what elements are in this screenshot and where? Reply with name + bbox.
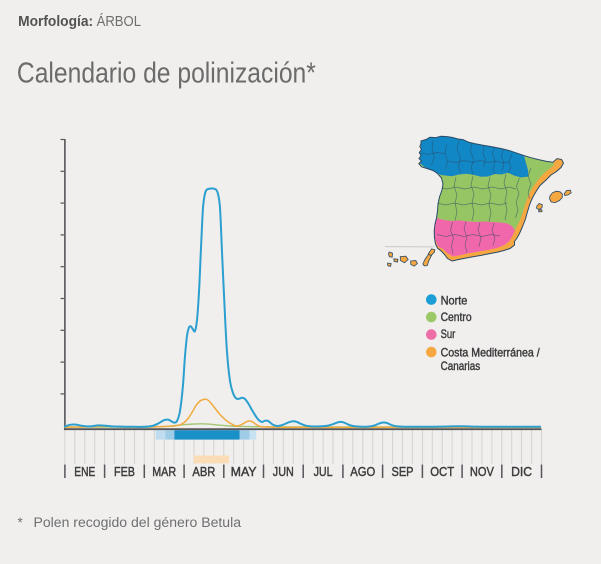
svg-text:Canarias: Canarias (441, 360, 481, 373)
svg-text:SEP: SEP (392, 464, 414, 479)
svg-text:MAY: MAY (231, 464, 257, 479)
svg-text:OCT: OCT (430, 464, 454, 479)
svg-text:AGO: AGO (350, 464, 375, 479)
svg-text:NOV: NOV (470, 464, 494, 479)
svg-text:FEB: FEB (114, 464, 135, 479)
svg-text:ENE: ENE (74, 464, 95, 479)
svg-text:*: * (18, 515, 23, 530)
svg-text:JUL: JUL (314, 464, 333, 479)
svg-text:MAR: MAR (152, 464, 176, 479)
svg-text:JUN: JUN (273, 464, 294, 479)
svg-text:Centro: Centro (441, 311, 472, 324)
svg-text:ABR: ABR (192, 464, 215, 479)
svg-text:Polen recogido del género Betu: Polen recogido del género Betula (34, 515, 242, 530)
svg-text:ÁRBOL: ÁRBOL (97, 13, 141, 30)
svg-text:Morfología:: Morfología: (18, 14, 93, 30)
svg-text:Norte: Norte (441, 294, 468, 307)
svg-text:Costa Mediterránea /: Costa Mediterránea / (441, 347, 541, 360)
svg-text:DIC: DIC (511, 464, 532, 479)
svg-text:Sur: Sur (441, 328, 456, 341)
svg-text:Calendario de polinización*: Calendario de polinización* (17, 58, 316, 90)
